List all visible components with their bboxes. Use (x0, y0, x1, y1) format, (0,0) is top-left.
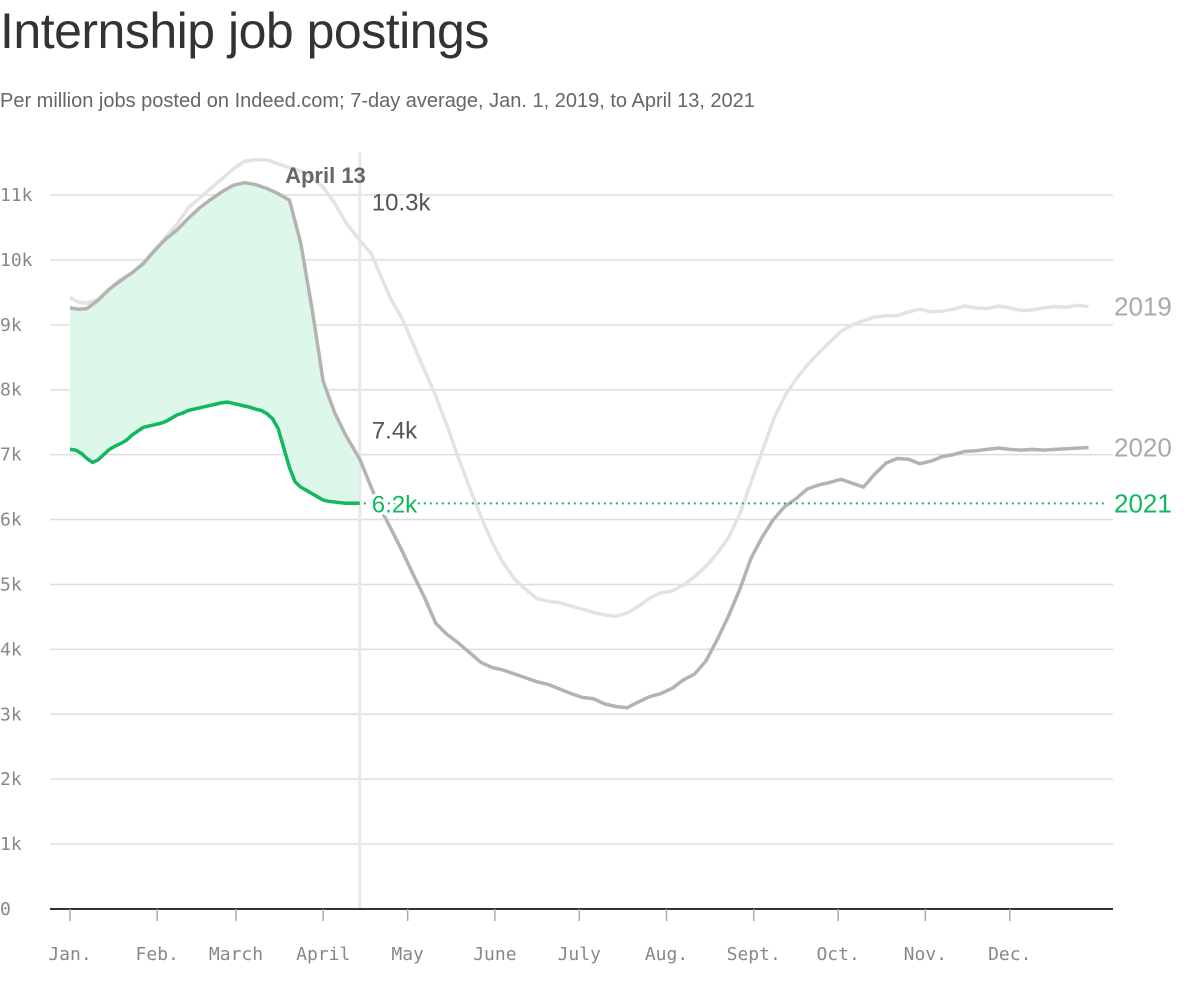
value-label-2020: 7.4k (372, 418, 418, 445)
x-tick-label: Feb. (136, 944, 179, 965)
y-tick-label: 2k (0, 769, 22, 790)
chart-title: Internship job postings (0, 3, 489, 59)
x-tick-label: June (473, 944, 516, 965)
y-tick-label: 7k (0, 445, 22, 466)
series-line-2020 (69, 180, 1089, 710)
y-tick-label: 11k (0, 185, 33, 206)
value-label-2019: 10.3k (372, 189, 432, 216)
chart-subtitle: Per million jobs posted on Indeed.com; 7… (0, 90, 755, 112)
x-tick-label: Oct. (816, 944, 859, 965)
y-tick-label: 3k (0, 704, 22, 725)
gap-shading (70, 182, 360, 504)
y-tick-label: 8k (0, 380, 22, 401)
x-tick-label: Jan. (48, 944, 91, 965)
chart-labels: 0 1k 2k 3k 4k 5k 6k 7k 8k 9k 10k 11k Jan. Feb. March Ap… (0, 163, 1172, 965)
series-label-2019: 2019 (1114, 292, 1172, 322)
y-tick-label: 0 (0, 899, 11, 920)
x-tick-label: Dec. (988, 944, 1031, 965)
series-label-2021: 2021 (1114, 488, 1172, 518)
y-tick-label: 1k (0, 834, 22, 855)
x-tick-label: July (558, 944, 602, 965)
value-label-2021: 6.2k (372, 491, 418, 518)
series-lines (69, 158, 1107, 710)
series-label-2020: 2020 (1114, 432, 1172, 462)
x-tick-label: Aug. (645, 944, 688, 965)
y-tick-label: 4k (0, 639, 22, 660)
y-tick-label: 6k (0, 510, 22, 531)
y-tick-label: 10k (0, 250, 33, 271)
series-line-2019 (69, 158, 1089, 619)
x-tick-label: March (209, 944, 263, 965)
x-tick-label: April (296, 944, 350, 965)
series-line-2021 (69, 400, 360, 506)
x-tick-label: Sept. (727, 944, 781, 965)
y-tick-label: 9k (0, 315, 22, 336)
x-tick-label: May (391, 944, 424, 965)
y-tick-label: 5k (0, 574, 22, 595)
marker-label: April 13 (285, 163, 366, 188)
x-tick-label: Nov. (904, 944, 947, 965)
difference-area (70, 182, 360, 504)
x-axis (50, 908, 1113, 921)
